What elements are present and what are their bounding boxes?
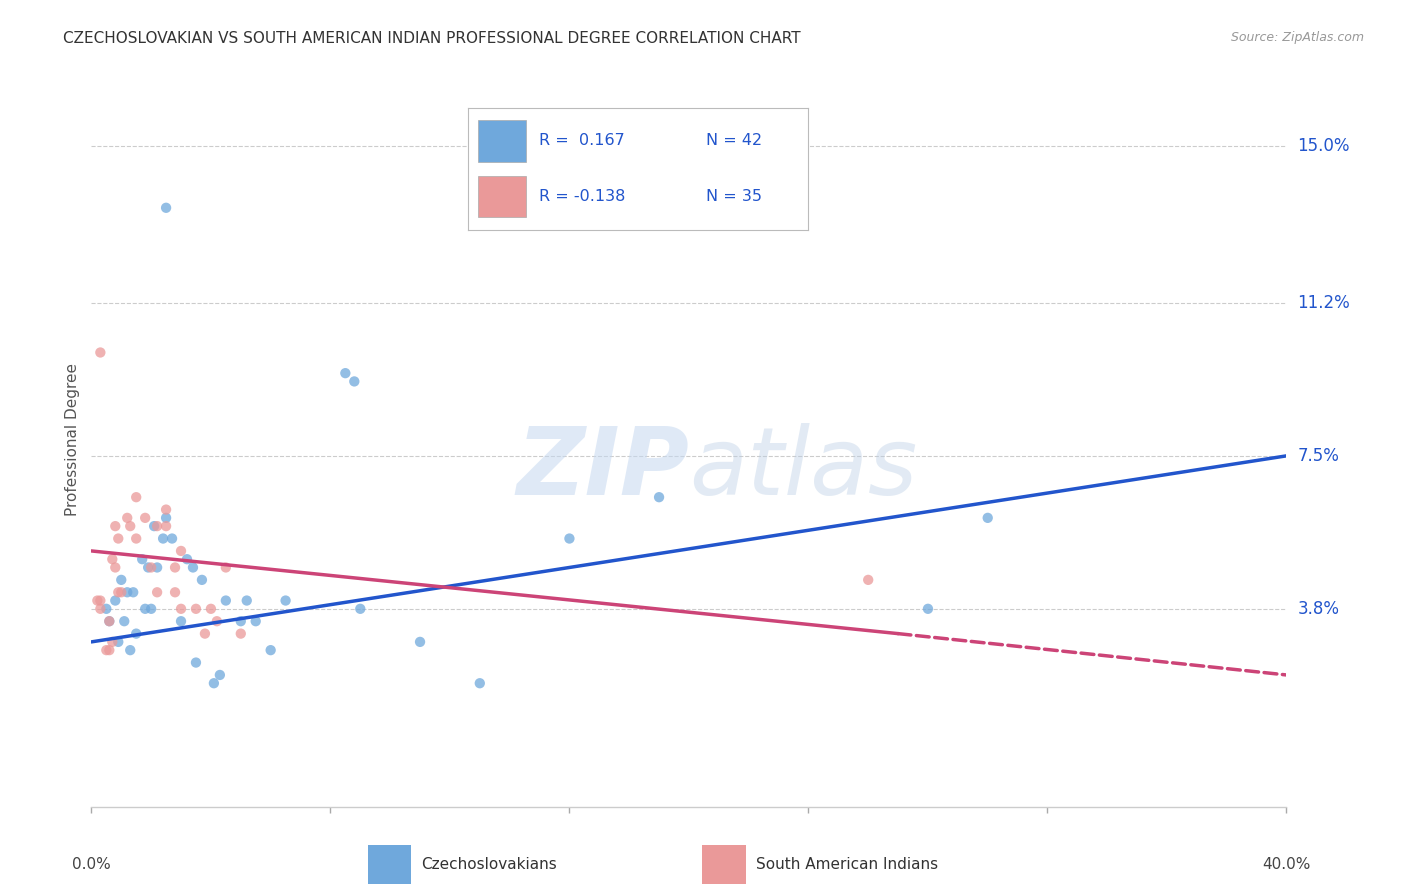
Point	[89, 602, 111, 616]
Point	[125, 532, 148, 546]
Text: 11.2%: 11.2%	[1298, 293, 1350, 312]
Point	[468, 676, 491, 690]
Point	[104, 519, 127, 533]
Point	[191, 573, 214, 587]
Text: 40.0%: 40.0%	[1263, 857, 1310, 871]
Point	[184, 656, 207, 670]
Point	[229, 626, 252, 640]
Point	[335, 366, 357, 380]
Point	[134, 602, 156, 616]
Point	[98, 614, 121, 628]
Point	[115, 585, 138, 599]
Point	[107, 585, 129, 599]
Point	[107, 532, 129, 546]
Point	[104, 593, 127, 607]
Point	[229, 614, 252, 628]
Text: 3.8%: 3.8%	[1298, 599, 1340, 618]
Point	[215, 560, 238, 574]
Point	[96, 643, 118, 657]
Point	[176, 552, 198, 566]
Point	[143, 519, 166, 533]
Point	[205, 614, 228, 628]
Point	[131, 552, 153, 566]
Point	[125, 490, 148, 504]
Point	[259, 643, 281, 657]
Point	[122, 585, 145, 599]
Point	[917, 602, 939, 616]
Point	[134, 511, 156, 525]
Text: 0.0%: 0.0%	[72, 857, 111, 871]
Point	[146, 585, 169, 599]
Point	[343, 375, 366, 389]
Point	[558, 532, 581, 546]
Text: Source: ZipAtlas.com: Source: ZipAtlas.com	[1230, 31, 1364, 45]
Point	[146, 560, 169, 574]
Point	[349, 602, 371, 616]
Point	[200, 602, 222, 616]
Point	[155, 511, 177, 525]
Point	[155, 519, 177, 533]
Point	[170, 602, 193, 616]
Point	[107, 635, 129, 649]
Point	[409, 635, 432, 649]
Point	[163, 585, 186, 599]
Point	[101, 552, 124, 566]
Point	[120, 643, 142, 657]
Point	[152, 532, 174, 546]
Point	[115, 511, 138, 525]
Y-axis label: Professional Degree: Professional Degree	[65, 363, 80, 516]
Point	[110, 573, 132, 587]
Point	[858, 573, 880, 587]
Text: 15.0%: 15.0%	[1298, 136, 1350, 155]
Point	[89, 593, 111, 607]
Point	[155, 502, 177, 516]
Text: atlas: atlas	[689, 423, 917, 515]
Point	[208, 668, 231, 682]
Point	[110, 585, 132, 599]
Point	[184, 602, 207, 616]
Point	[202, 676, 225, 690]
Point	[155, 201, 177, 215]
Point	[141, 560, 163, 574]
Point	[125, 626, 148, 640]
Point	[120, 519, 142, 533]
Point	[274, 593, 297, 607]
Point	[648, 490, 671, 504]
Point	[194, 626, 217, 640]
Point	[141, 602, 163, 616]
Text: CZECHOSLOVAKIAN VS SOUTH AMERICAN INDIAN PROFESSIONAL DEGREE CORRELATION CHART: CZECHOSLOVAKIAN VS SOUTH AMERICAN INDIAN…	[63, 31, 801, 46]
Point	[976, 511, 998, 525]
Point	[163, 560, 186, 574]
Point	[136, 560, 159, 574]
Point	[160, 532, 183, 546]
Point	[170, 614, 193, 628]
Text: 7.5%: 7.5%	[1298, 447, 1340, 465]
Point	[96, 602, 118, 616]
Point	[170, 544, 193, 558]
Point	[215, 593, 238, 607]
Text: ZIP: ZIP	[516, 423, 689, 515]
Point	[245, 614, 267, 628]
Point	[181, 560, 204, 574]
Point	[98, 643, 121, 657]
Point	[89, 345, 111, 359]
Point	[146, 519, 169, 533]
Point	[101, 635, 124, 649]
Point	[235, 593, 259, 607]
Point	[98, 614, 121, 628]
Point	[112, 614, 135, 628]
Point	[86, 593, 108, 607]
Point	[104, 560, 127, 574]
